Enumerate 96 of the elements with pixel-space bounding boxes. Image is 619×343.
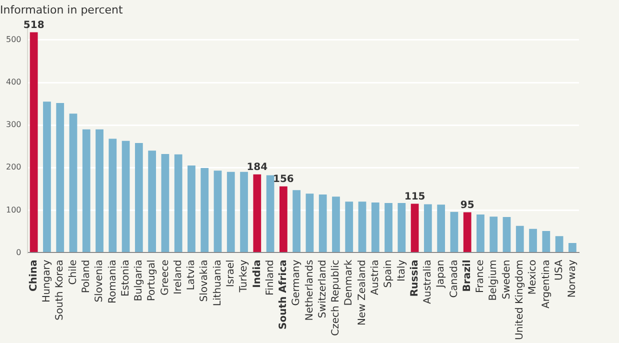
bar [266,175,274,252]
x-tick-label: Romania [107,260,118,304]
x-tick-label: Norway [567,260,578,298]
bar [424,204,432,252]
x-tick-label: Hungary [42,260,53,302]
data-label: 115 [404,191,426,202]
x-tick-label: Sweden [501,260,512,300]
bar [476,214,484,252]
x-tick-label: Spain [383,260,394,288]
bar [30,32,38,252]
bar [384,202,392,252]
bar [56,102,64,252]
bar [161,154,170,252]
bar [148,150,156,252]
bar [542,231,550,252]
x-tick-label: Denmark [344,260,355,306]
y-tick-label: 0 [16,248,22,257]
x-tick-label: Brazil [462,260,473,292]
bar [490,216,498,252]
x-tick-label: France [475,260,486,293]
x-tick-label: Japan [436,260,447,289]
bar [82,129,90,252]
x-tick-label: Estonia [120,260,132,297]
data-label: 95 [460,200,474,211]
bar [502,216,511,252]
bar [122,140,130,252]
x-tick-label: Turkey [238,260,250,294]
data-label: 156 [272,174,294,185]
bar [43,102,51,252]
x-tick-label: Ireland [172,260,184,294]
bar [358,202,366,252]
x-tick-label: Switzerland [317,260,328,318]
bar [226,172,235,252]
x-tick-label: Portugal [146,260,158,302]
x-tick-label: Finland [264,260,276,296]
y-tick-label: 200 [6,162,22,172]
x-tick-label: Canada [448,260,460,298]
data-label: 518 [23,20,44,31]
bar [96,129,104,252]
bar [568,242,576,252]
bar [134,142,143,252]
x-tick-label: Israel [225,260,236,288]
x-tick-label: Latvia [186,260,198,290]
bar [450,212,458,252]
x-tick-label: Australia [422,260,434,304]
bar [410,204,419,252]
data-label: 184 [246,162,268,174]
y-axis-title: Information in percent [0,3,124,16]
x-tick-label: Netherlands [304,260,316,321]
bar [529,228,537,252]
bar [292,190,301,252]
bar [69,114,78,252]
bar [332,196,340,252]
bar [318,194,327,252]
y-tick-label: 400 [6,78,22,87]
x-tick-label: United Kingdom [514,260,526,340]
x-tick-label: USA [554,260,565,280]
x-tick-label: India [252,260,263,288]
x-tick-label: Greece [160,260,171,296]
bar [463,212,472,252]
x-tick-label: Bulgaria [134,260,145,302]
bar [253,174,262,252]
bar [306,194,314,252]
x-tick-label: Germany [291,260,302,306]
bar [398,202,406,252]
x-tick-label: Italy [396,260,408,282]
bar [345,202,354,252]
bar [516,226,524,252]
bar [108,138,117,252]
x-tick-label: Slovakia [199,260,210,302]
x-tick-label: South Korea [54,260,66,320]
x-tick-label: Austria [370,260,381,296]
x-tick-label: Russia [409,260,420,297]
x-tick-label: Argentina [540,260,552,309]
x-tick-label: New Zealand [356,260,368,326]
x-tick-label: South Africa [278,260,290,330]
x-tick-label: Czech Republic [330,260,342,336]
bar [200,168,209,252]
x-tick-label: Poland [80,260,92,294]
bar [174,154,182,252]
x-tick-label: Slovenia [94,260,106,302]
x-tick-label: Mexico [528,260,539,295]
bar [555,236,564,252]
bar [188,166,196,252]
x-tick-label: Chile [68,260,79,285]
x-tick-label: China [28,260,40,292]
bar [214,170,222,252]
bar [437,204,446,252]
y-tick-label: 500 [6,35,22,44]
bar [240,172,248,252]
x-tick-label: Lithuania [212,260,224,306]
y-tick-label: 300 [6,120,22,130]
bar [371,202,380,252]
x-tick-label: Belgium [488,260,500,301]
y-tick-label: 100 [6,205,22,214]
bar [279,186,288,252]
